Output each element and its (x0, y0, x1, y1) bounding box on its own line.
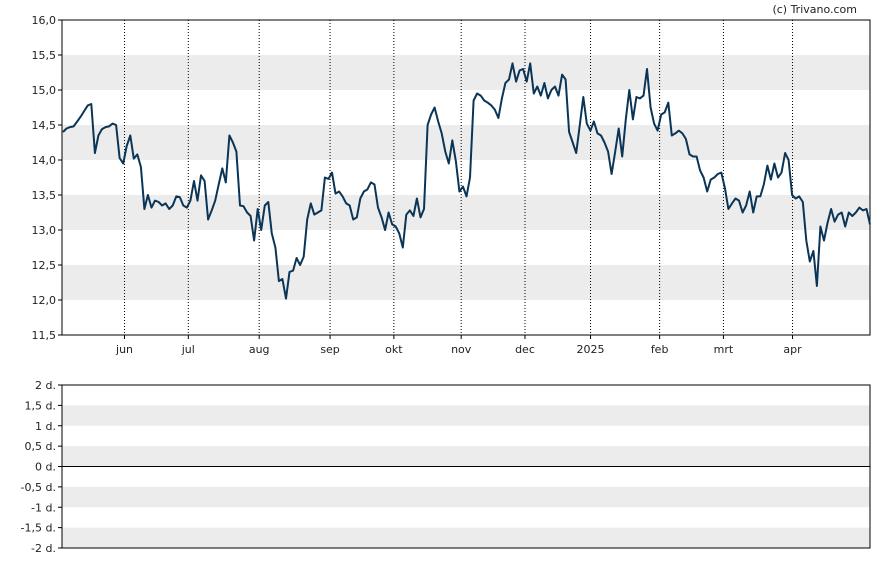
days-panel: -2 d. -1,5 d. -1 d. -0,5 d. 0 d. 0,5 d. 1 d. 1,… (21, 379, 871, 555)
y-tick-label: 15,0 (32, 84, 57, 97)
x-tick-label: feb (651, 343, 669, 356)
y-tick-label: 14,5 (32, 119, 57, 132)
grid-band (62, 195, 870, 230)
x-tick-label: sep (320, 343, 339, 356)
grid-band (62, 125, 870, 160)
credit-label: (c) Trivano.com (772, 3, 857, 16)
plot-frame (61, 384, 871, 549)
y-tick-label: -2 d. (31, 542, 56, 555)
x-tick-label: apr (783, 343, 802, 356)
y-tick-label: -0,5 d. (21, 481, 56, 494)
y-tick-label: 13,5 (32, 189, 57, 202)
grid-band (62, 527, 870, 548)
price-panel: jun jul aug sep okt nov dec 2025 feb mrt apr 11,5 12… (32, 14, 871, 356)
y-tick-label: 1 d. (35, 420, 56, 433)
y-tick-label: 12,0 (32, 294, 57, 307)
x-tick-label: nov (451, 343, 472, 356)
x-tick-label: jul (181, 343, 195, 356)
x-tick-label: dec (515, 343, 535, 356)
x-tick-label: aug (249, 343, 270, 356)
grid-band (62, 405, 870, 426)
x-tick-label: okt (385, 343, 403, 356)
x-tick-label: mrt (714, 343, 734, 356)
y-tick-label: 2 d. (35, 379, 56, 392)
x-tick-label: 2025 (577, 343, 605, 356)
x-tick-label: jun (115, 343, 133, 356)
y-tick-label: 12,5 (32, 259, 57, 272)
grid-band (62, 265, 870, 300)
y-tick-label: 1,5 d. (25, 399, 56, 412)
y-tick-label: -1,5 d. (21, 522, 56, 535)
price-line (62, 62, 871, 300)
grid-band (62, 446, 870, 467)
y-tick-label: 11,5 (32, 329, 57, 342)
y-tick-label: 16,0 (32, 14, 57, 27)
grid-band (62, 55, 870, 90)
y-tick-label: 15,5 (32, 49, 57, 62)
y-tick-label: 0 d. (35, 461, 56, 474)
y-tick-label: 14,0 (32, 154, 57, 167)
y-tick-label: 13,0 (32, 224, 57, 237)
y-tick-label: 0,5 d. (25, 440, 56, 453)
grid-band (62, 486, 870, 508)
plot-frame (61, 19, 871, 336)
y-tick-label: -1 d. (31, 501, 56, 514)
